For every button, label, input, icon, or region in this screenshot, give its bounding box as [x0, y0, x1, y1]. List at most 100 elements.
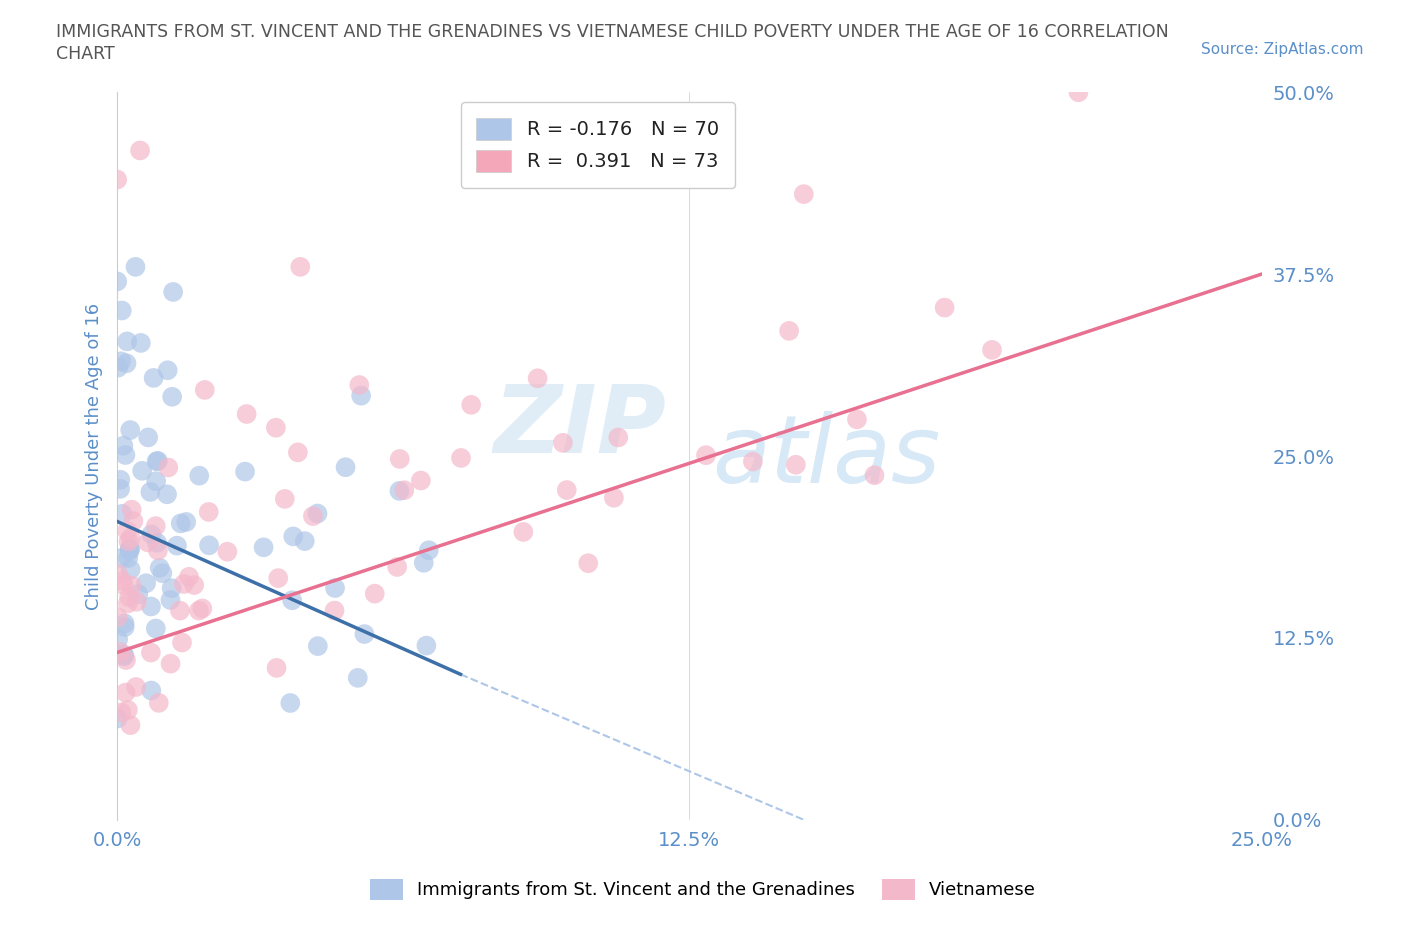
- Y-axis label: Child Poverty Under the Age of 16: Child Poverty Under the Age of 16: [86, 302, 103, 609]
- Point: [145, 621, 167, 636]
- Point: [115, 356, 138, 371]
- Point: [146, 536, 169, 551]
- Point: [118, 543, 141, 558]
- Text: Source: ZipAtlas.com: Source: ZipAtlas.com: [1201, 42, 1364, 57]
- Point: [188, 468, 211, 483]
- Point: [267, 571, 290, 586]
- Point: [335, 459, 357, 474]
- Point: [131, 463, 153, 478]
- Point: [287, 445, 309, 459]
- Text: atlas: atlas: [713, 410, 941, 501]
- Point: [112, 647, 135, 662]
- Point: [174, 514, 197, 529]
- Point: [114, 616, 136, 631]
- Point: [294, 534, 316, 549]
- Point: [235, 406, 257, 421]
- Point: [118, 541, 141, 556]
- Point: [127, 587, 149, 602]
- Point: [118, 541, 141, 556]
- Point: [112, 438, 135, 453]
- Point: [146, 543, 169, 558]
- Point: [150, 565, 173, 580]
- Point: [156, 487, 179, 502]
- Legend: R = -0.176   N = 70, R =  0.391   N = 73: R = -0.176 N = 70, R = 0.391 N = 73: [461, 102, 735, 188]
- Point: [191, 601, 214, 616]
- Point: [120, 531, 142, 546]
- Point: [450, 450, 472, 465]
- Point: [107, 360, 129, 375]
- Point: [217, 544, 239, 559]
- Point: [105, 172, 128, 187]
- Point: [183, 578, 205, 592]
- Point: [1067, 85, 1090, 100]
- Point: [290, 259, 312, 274]
- Point: [159, 657, 181, 671]
- Point: [111, 506, 134, 521]
- Point: [145, 473, 167, 488]
- Point: [122, 513, 145, 528]
- Point: [159, 592, 181, 607]
- Point: [793, 187, 815, 202]
- Point: [302, 509, 325, 524]
- Point: [148, 696, 170, 711]
- Point: [160, 390, 183, 405]
- Point: [149, 561, 172, 576]
- Point: [125, 680, 148, 695]
- Point: [555, 483, 578, 498]
- Point: [136, 535, 159, 550]
- Point: [139, 645, 162, 660]
- Point: [350, 388, 373, 403]
- Point: [512, 525, 534, 539]
- Point: [162, 285, 184, 299]
- Point: [252, 540, 274, 555]
- Point: [194, 382, 217, 397]
- Point: [418, 543, 440, 558]
- Point: [114, 685, 136, 700]
- Text: IMMIGRANTS FROM ST. VINCENT AND THE GRENADINES VS VIETNAMESE CHILD POVERTY UNDER: IMMIGRANTS FROM ST. VINCENT AND THE GREN…: [56, 23, 1168, 41]
- Point: [934, 300, 956, 315]
- Point: [607, 430, 630, 445]
- Point: [139, 599, 162, 614]
- Point: [110, 353, 132, 368]
- Point: [695, 447, 717, 462]
- Text: ZIP: ZIP: [494, 381, 666, 473]
- Point: [146, 454, 169, 469]
- Point: [156, 363, 179, 378]
- Point: [107, 631, 129, 646]
- Point: [121, 578, 143, 593]
- Point: [388, 451, 411, 466]
- Point: [141, 683, 163, 698]
- Point: [415, 638, 437, 653]
- Point: [117, 551, 139, 565]
- Point: [197, 504, 219, 519]
- Point: [135, 576, 157, 591]
- Point: [551, 435, 574, 450]
- Point: [107, 610, 129, 625]
- Point: [187, 604, 209, 618]
- Point: [166, 538, 188, 553]
- Point: [120, 718, 142, 733]
- Point: [115, 524, 138, 538]
- Point: [114, 619, 136, 634]
- Point: [107, 566, 129, 581]
- Point: [115, 653, 138, 668]
- Point: [364, 586, 387, 601]
- Point: [233, 464, 256, 479]
- Point: [112, 578, 135, 592]
- Point: [173, 577, 195, 591]
- Point: [266, 660, 288, 675]
- Point: [283, 529, 305, 544]
- Point: [353, 627, 375, 642]
- Legend: Immigrants from St. Vincent and the Grenadines, Vietnamese: Immigrants from St. Vincent and the Gren…: [363, 871, 1043, 907]
- Point: [115, 334, 138, 349]
- Point: [981, 342, 1004, 357]
- Point: [112, 649, 135, 664]
- Point: [120, 562, 142, 577]
- Point: [108, 482, 131, 497]
- Point: [121, 502, 143, 517]
- Point: [111, 574, 134, 589]
- Point: [346, 671, 368, 685]
- Point: [110, 705, 132, 720]
- Point: [142, 370, 165, 385]
- Point: [281, 592, 304, 607]
